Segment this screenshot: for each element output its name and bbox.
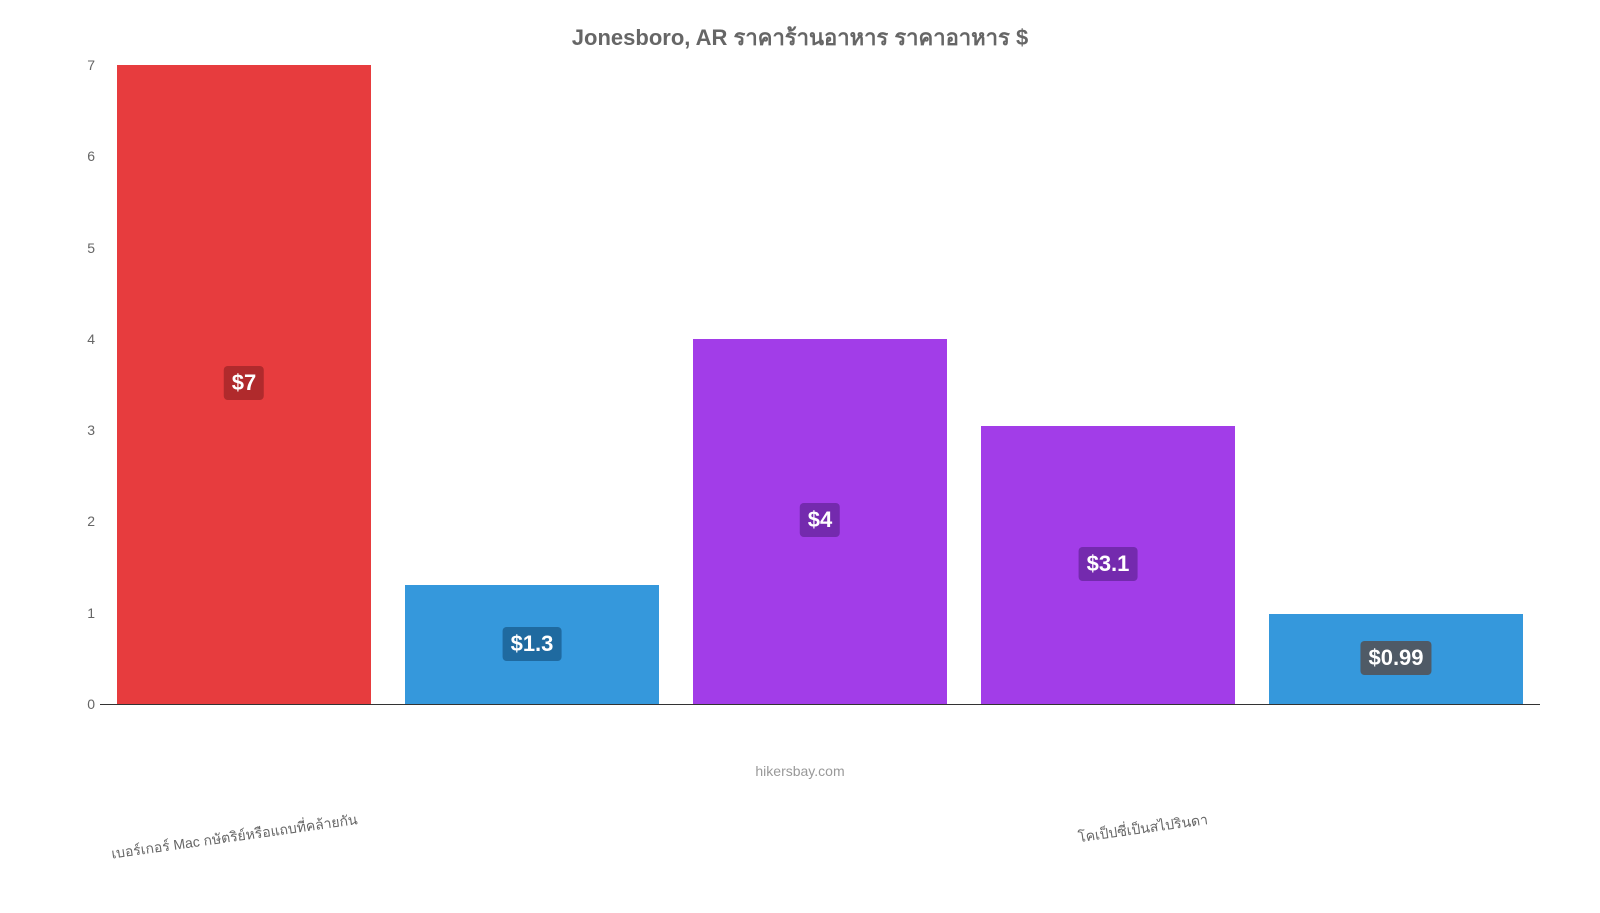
bar: $0.99 xyxy=(1269,614,1522,704)
bar-value-label: $3.1 xyxy=(1079,547,1138,581)
bar: $7 xyxy=(117,65,370,704)
bar-value-label: $0.99 xyxy=(1360,641,1431,675)
bar-value-label: $7 xyxy=(224,366,264,400)
y-tick-label: 3 xyxy=(60,422,95,438)
bar-slot: $0.99 xyxy=(1252,65,1540,704)
bar: $4 xyxy=(693,339,946,704)
x-axis-label: เบอร์เกอร์ Mac กษัตริย์หรือแถบที่คล้ายกั… xyxy=(110,709,1079,913)
x-axis-label: โคเป็ปซี่เป็นสไปรินดา xyxy=(1077,709,1600,897)
bar-slot: $7 xyxy=(100,65,388,704)
y-tick-label: 2 xyxy=(60,513,95,529)
bar-slot: $3.1 xyxy=(964,65,1252,704)
chart-title: Jonesboro, AR ราคาร้านอาหาร ราคาอาหาร $ xyxy=(40,20,1560,55)
bar-value-label: $1.3 xyxy=(503,627,562,661)
y-tick-label: 0 xyxy=(60,696,95,712)
bar-slot: $4 xyxy=(676,65,964,704)
bar: $1.3 xyxy=(405,585,658,704)
chart-container: Jonesboro, AR ราคาร้านอาหาร ราคาอาหาร $ … xyxy=(0,0,1600,800)
y-tick-label: 1 xyxy=(60,605,95,621)
y-tick-label: 4 xyxy=(60,331,95,347)
y-axis: 01234567 xyxy=(60,65,95,704)
plot-area: 01234567 $7$1.3$4$3.1$0.99 xyxy=(100,65,1540,705)
x-axis: เบอร์เกอร์ Mac กษัตริย์หรือแถบที่คล้ายกั… xyxy=(100,705,1540,775)
bars-region: $7 $1.3 $4 $3.1 $0.99 xyxy=(100,65,1540,704)
y-tick-label: 5 xyxy=(60,240,95,256)
y-tick-label: 6 xyxy=(60,148,95,164)
bar: $3.1 xyxy=(981,426,1234,704)
bar-value-label: $4 xyxy=(800,503,840,537)
bar-slot: $1.3 xyxy=(388,65,676,704)
y-tick-label: 7 xyxy=(60,57,95,73)
